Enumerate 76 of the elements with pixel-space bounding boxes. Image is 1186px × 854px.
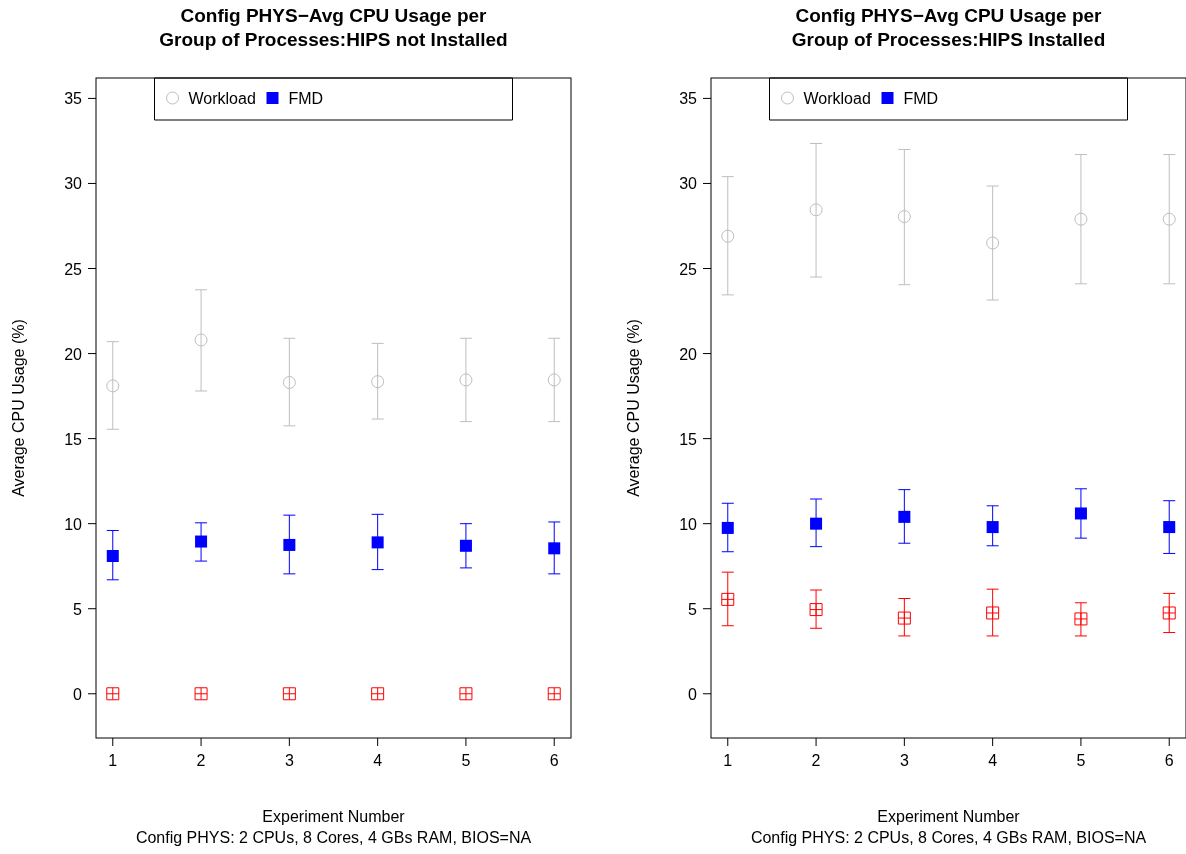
- point: [721, 592, 735, 606]
- point: [1162, 606, 1176, 620]
- y-tick-label: 0: [73, 685, 83, 703]
- point: [459, 539, 472, 552]
- x-tick-label: 1: [108, 752, 118, 769]
- point: [1074, 212, 1088, 226]
- y-tick-label: 30: [679, 175, 698, 193]
- y-tick-label: 10: [679, 515, 698, 533]
- chart-title: Config PHYS−Avg CPU Usage per Group of Processes:HIPS Installed: [791, 5, 1106, 50]
- y-tick-label: 25: [64, 260, 83, 278]
- y-tick-label: 5: [688, 600, 698, 618]
- point: [721, 229, 735, 243]
- x-tick-label: 4: [988, 752, 998, 769]
- x-tick-label: 6: [1164, 752, 1174, 769]
- point: [809, 603, 823, 617]
- x-tick-label: 4: [373, 752, 383, 769]
- point: [809, 203, 823, 217]
- point: [1074, 612, 1088, 626]
- point: [106, 687, 120, 701]
- point: [547, 687, 561, 701]
- x-axis-title: Experiment Number: [877, 808, 1021, 825]
- y-tick-label: 15: [64, 430, 83, 448]
- x-tick-label: 5: [1076, 752, 1086, 769]
- legend-label: Workload: [803, 90, 871, 107]
- y-tick-label: 5: [73, 600, 83, 618]
- point: [986, 521, 999, 534]
- point: [283, 538, 296, 551]
- point: [548, 542, 561, 555]
- x-tick-label: 3: [899, 752, 909, 769]
- point: [1163, 521, 1176, 534]
- x-tick-label: 1: [723, 752, 733, 769]
- point: [1162, 212, 1176, 226]
- y-axis-title: Average CPU Usage (%): [10, 319, 27, 497]
- x-axis-title: Experiment Number: [262, 808, 406, 825]
- y-tick-label: 35: [64, 90, 83, 108]
- legend-label: FMD: [288, 90, 324, 107]
- y-tick-label: 0: [688, 685, 698, 703]
- y-axis-title: Average CPU Usage (%): [625, 319, 642, 497]
- y-tick-label: 30: [64, 175, 83, 193]
- point: [810, 517, 823, 530]
- y-tick-label: 25: [679, 260, 698, 278]
- chart-title: Config PHYS−Avg CPU Usage per Group of Processes:HIPS not Installed: [159, 5, 508, 50]
- x-tick-label: 3: [284, 752, 294, 769]
- point: [282, 687, 296, 701]
- x-tick-label: 6: [549, 752, 559, 769]
- point: [986, 606, 1000, 620]
- point: [721, 521, 734, 534]
- y-tick-label: 10: [64, 515, 83, 533]
- point: [459, 373, 473, 387]
- point: [898, 510, 911, 523]
- x-tick-label: 2: [196, 752, 206, 769]
- legend-label: Workload: [188, 90, 256, 107]
- point: [459, 687, 473, 701]
- point: [194, 687, 208, 701]
- point: [897, 210, 911, 224]
- point: [282, 375, 296, 389]
- x-tick-label: 5: [461, 752, 471, 769]
- text: Config PHYS: 2 CPUs, 8 Cores, 4 GBs RAM, BIOS=NA: [750, 829, 1147, 846]
- y-tick-label: 15: [679, 430, 698, 448]
- point: [897, 611, 911, 625]
- point: [106, 549, 119, 562]
- y-tick-label: 35: [679, 90, 698, 108]
- y-tick-label: 20: [64, 345, 83, 363]
- point: [986, 236, 1000, 250]
- point: [547, 373, 561, 387]
- point: [371, 375, 385, 389]
- x-tick-label: 2: [811, 752, 821, 769]
- point: [195, 535, 208, 548]
- point: [106, 379, 120, 393]
- text: Config PHYS: 2 CPUs, 8 Cores, 4 GBs RAM, BIOS=NA: [135, 829, 532, 846]
- point: [371, 687, 385, 701]
- point: [371, 536, 384, 549]
- point: [194, 333, 208, 347]
- point: [1074, 507, 1087, 520]
- y-tick-label: 20: [679, 345, 698, 363]
- legend-label: FMD: [903, 90, 939, 107]
